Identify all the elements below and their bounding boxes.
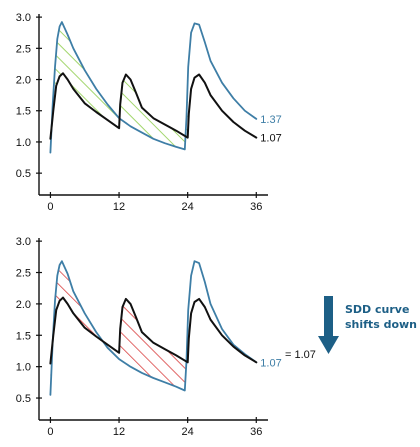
blue-curve-end-label: 1.07 [260,357,281,369]
y-tick: 0.5 [16,393,42,405]
bottom-y-ticks: 0.5 1.0 1.5 2.0 2.5 3.0 [16,236,42,405]
blue-curve-line [49,260,258,396]
y-tick-label: 2.0 [16,75,31,87]
top-chart-hatched-region [50,22,189,153]
black-curve-line [49,72,258,140]
y-tick-label: 1.5 [16,330,31,342]
y-tick: 2.0 [16,75,42,87]
top-series: 1.37 1.07 [49,21,282,154]
y-tick: 3.0 [16,236,42,248]
y-tick: 0.5 [16,168,42,180]
top-chart: 0.5 1.0 1.5 2.0 2.5 3.0 0 12 24 36 1.37 1.07 [16,12,282,213]
x-tick: 24 [182,417,194,438]
x-tick: 0 [47,192,53,213]
y-tick: 1.0 [16,137,42,149]
x-tick: 36 [250,192,262,213]
x-tick: 36 [250,417,262,438]
y-tick-label: 2.5 [16,43,31,55]
x-tick: 0 [47,417,53,438]
bottom-equals-label: = 1.07 [285,349,316,361]
y-tick-label: 3.0 [16,236,31,248]
x-tick-label: 12 [113,426,125,438]
black-curve-end-label: 1.07 [260,133,281,145]
black-curve-line [49,296,258,365]
x-tick: 24 [182,192,194,213]
shift-annotation: SDD curve shifts down [318,296,417,354]
y-tick-label: 0.5 [16,168,31,180]
x-tick-label: 0 [47,426,53,438]
down-arrow-icon [318,296,339,354]
x-tick: 12 [113,192,125,213]
bottom-x-ticks: 0 12 24 36 [47,417,262,438]
y-tick: 2.5 [16,268,42,280]
x-tick-label: 12 [113,201,125,213]
y-tick: 2.0 [16,299,42,311]
bottom-series: 1.07 [49,260,282,396]
x-tick: 12 [113,417,125,438]
y-tick: 1.5 [16,330,42,342]
annotation-line-1: SDD curve [345,303,409,316]
bottom-chart-hatched-region [50,261,189,395]
y-tick-label: 2.0 [16,299,31,311]
x-tick-label: 24 [182,426,194,438]
y-tick-label: 0.5 [16,393,31,405]
top-y-ticks: 0.5 1.0 1.5 2.0 2.5 3.0 [16,12,42,180]
blue-curve-end-label: 1.37 [260,114,281,126]
blue-curve-line [49,21,258,154]
x-tick-label: 24 [182,201,194,213]
y-tick-label: 3.0 [16,12,31,24]
y-tick-label: 1.5 [16,106,31,118]
y-tick-label: 1.0 [16,137,31,149]
x-tick-label: 0 [47,201,53,213]
bottom-chart: 0.5 1.0 1.5 2.0 2.5 3.0 0 12 24 36 1.07 = 1.07 [16,236,316,438]
y-tick: 1.0 [16,362,42,374]
x-tick-label: 36 [250,201,262,213]
y-tick-label: 2.5 [16,268,31,280]
y-tick: 2.5 [16,43,42,55]
x-tick-label: 36 [250,426,262,438]
y-tick: 3.0 [16,12,42,24]
annotation-line-2: shifts down [345,318,417,331]
y-tick: 1.5 [16,106,42,118]
y-tick-label: 1.0 [16,362,31,374]
top-x-ticks: 0 12 24 36 [47,192,262,213]
